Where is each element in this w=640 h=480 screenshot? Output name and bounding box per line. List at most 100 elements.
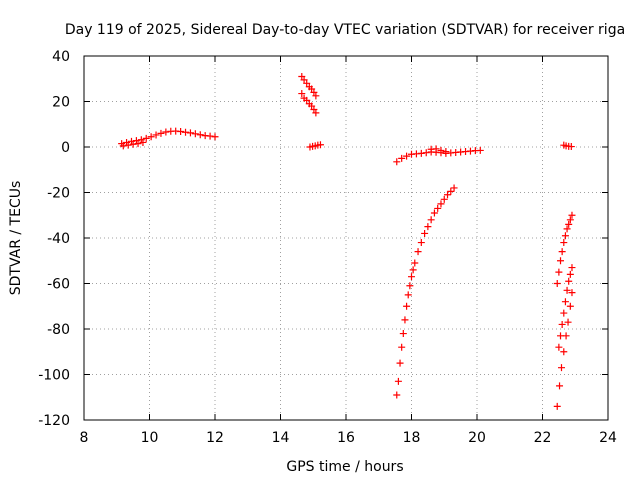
data-point [444,191,452,199]
data-point [124,141,132,149]
y-tick-label: -100 [38,368,70,384]
data-point [563,225,571,233]
data-point [560,239,568,247]
series-arc-2240 [560,141,575,151]
data-point [417,149,425,157]
data-point [403,152,411,160]
series-arc-1500 [306,141,324,151]
data-point [191,130,199,138]
grid [84,56,608,420]
series-arc-evening-upper [427,145,450,156]
data-point [437,200,445,208]
x-tick-label: 24 [599,430,617,446]
data-point [394,377,402,385]
series-arc-evening [393,146,484,166]
series-arc-late-a [553,211,576,287]
x-tick-label: 16 [337,430,355,446]
data-point [127,137,135,145]
data-point [568,264,576,272]
data-point [555,268,563,276]
data-point [396,359,404,367]
data-point [432,145,440,153]
series-arc-descent [393,184,458,399]
data-point [558,248,566,256]
data-point [557,364,565,372]
axis-ticks [83,55,609,421]
data-point [476,146,484,154]
data-point [566,216,574,224]
x-tick-label: 10 [141,430,159,446]
series-arc-1440a [298,72,320,100]
y-tick-label: -40 [47,231,70,247]
data-point [553,402,561,410]
data-point [312,109,320,117]
series-arc-late-c [553,289,576,410]
data-point [398,343,406,351]
chart-title: Day 119 of 2025, Sidereal Day-to-day VTE… [65,22,625,38]
data-point [298,90,306,98]
data-point [565,277,573,285]
data-point [162,128,170,136]
data-point [567,143,575,151]
data-point [564,318,572,326]
data-marks [118,72,576,410]
data-point [142,134,150,142]
y-axis-label: SDTVAR / TECUs [8,181,24,296]
data-point [427,216,435,224]
y-tick-labels: -120 -100 -80 -60 -40 -20 0 20 40 [38,49,70,429]
data-point [129,140,137,148]
data-point [196,131,204,139]
x-tick-labels: 8 10 12 14 16 18 20 22 24 [80,430,617,446]
data-point [406,282,414,290]
data-point [565,220,573,228]
data-point [437,146,445,154]
data-point [132,137,140,145]
data-point [401,316,409,324]
data-point [555,343,563,351]
y-tick-label: 0 [61,140,70,156]
data-point [424,223,432,231]
data-point [398,154,406,162]
x-tick-label: 8 [80,430,89,446]
data-point [417,239,425,247]
data-point [186,129,194,137]
data-point [557,257,565,265]
data-point [312,92,320,100]
data-point [422,149,430,157]
data-point [450,184,458,192]
y-tick-label: -20 [47,186,70,202]
data-point [430,209,438,217]
data-point [556,382,564,390]
data-point [566,270,574,278]
data-point [147,133,155,141]
data-point [409,266,417,274]
data-point [182,128,190,136]
series-arc-morning [118,127,219,148]
data-point [408,273,415,281]
data-point [440,195,448,203]
y-tick-label: 40 [52,49,70,65]
data-point [157,129,165,137]
data-point [152,131,160,139]
data-point [134,140,142,148]
series-arc-1440b [298,90,320,117]
data-point [560,309,568,317]
x-tick-label: 20 [468,430,486,446]
data-point [568,211,576,219]
data-point [566,302,574,310]
data-point [447,187,455,195]
data-point [393,391,401,399]
data-point [399,330,407,338]
data-point [177,128,185,136]
data-point [411,259,419,267]
data-point [553,280,561,287]
data-point [434,204,442,212]
data-point [562,332,570,340]
y-tick-label: 20 [52,95,70,111]
data-point [414,248,422,256]
data-point [558,320,566,328]
data-point [404,291,412,299]
x-axis-label: GPS time / hours [286,459,403,475]
